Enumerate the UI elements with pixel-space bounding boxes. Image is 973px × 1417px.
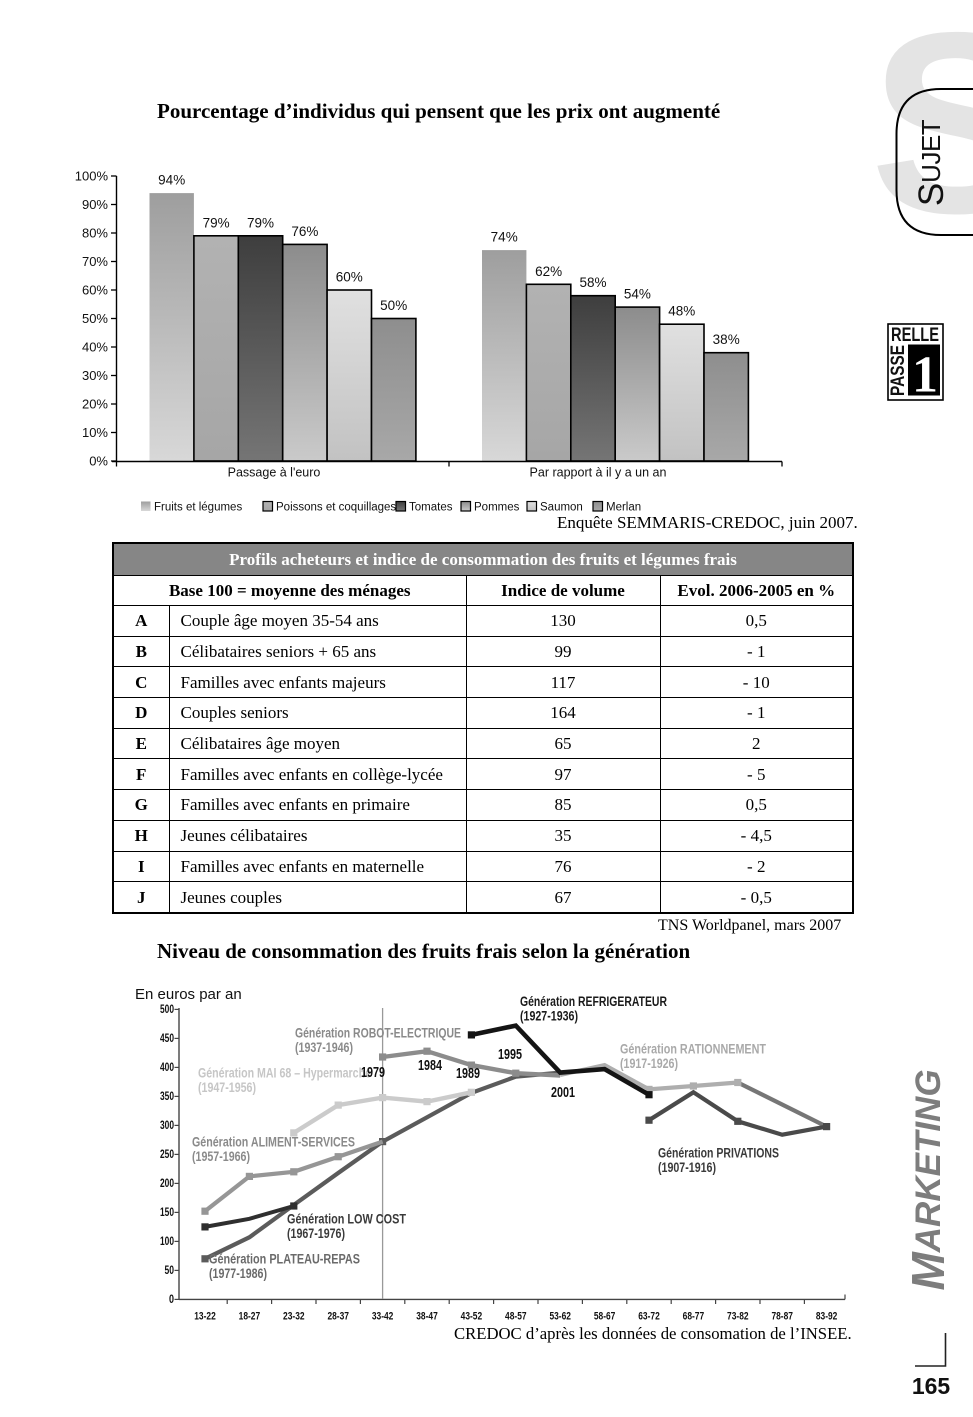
svg-text:Tomates: Tomates xyxy=(409,502,453,514)
svg-text:(1977-1986): (1977-1986) xyxy=(209,1266,267,1281)
svg-text:60%: 60% xyxy=(82,283,108,298)
svg-text:10%: 10% xyxy=(82,425,108,440)
svg-text:50%: 50% xyxy=(380,298,407,313)
svg-text:0%: 0% xyxy=(89,454,108,469)
svg-text:Passage à l'euro: Passage à l'euro xyxy=(228,466,321,480)
svg-text:90%: 90% xyxy=(82,197,108,212)
svg-text:Génération MAI 68 – Hypermarc: Génération MAI 68 – Hypermarché xyxy=(198,1066,371,1081)
svg-text:150: 150 xyxy=(160,1207,174,1219)
svg-text:500: 500 xyxy=(160,1004,174,1016)
svg-text:28-37: 28-37 xyxy=(327,1311,349,1323)
svg-text:78-87: 78-87 xyxy=(771,1311,793,1323)
svg-text:165: 165 xyxy=(912,1373,951,1399)
svg-text:1989: 1989 xyxy=(456,1066,480,1082)
svg-text:100: 100 xyxy=(160,1236,174,1248)
svg-text:350: 350 xyxy=(160,1091,174,1103)
svg-text:1979: 1979 xyxy=(361,1065,385,1081)
svg-text:Par rapport à il y a un an: Par rapport à il y a un an xyxy=(530,466,667,480)
svg-text:Génération PRIVATIONS: Génération PRIVATIONS xyxy=(658,1146,779,1161)
svg-text:58%: 58% xyxy=(579,275,606,290)
svg-text:Merlan: Merlan xyxy=(606,502,641,514)
svg-text:80%: 80% xyxy=(82,226,108,241)
svg-text:1995: 1995 xyxy=(498,1047,522,1063)
svg-text:S: S xyxy=(870,0,973,267)
svg-text:(1907-1916): (1907-1916) xyxy=(658,1160,716,1175)
svg-text:Fruits et légumes: Fruits et légumes xyxy=(154,502,242,514)
svg-text:48%: 48% xyxy=(668,304,695,319)
svg-text:94%: 94% xyxy=(158,173,185,188)
svg-text:18-27: 18-27 xyxy=(239,1311,261,1323)
svg-text:76%: 76% xyxy=(291,224,318,239)
svg-text:Génération RATIONNEMENT: Génération RATIONNEMENT xyxy=(620,1042,767,1057)
svg-text:68-77: 68-77 xyxy=(683,1311,705,1323)
svg-text:23-32: 23-32 xyxy=(283,1311,305,1323)
svg-text:43-52: 43-52 xyxy=(461,1311,483,1323)
svg-text:(1957-1966): (1957-1966) xyxy=(192,1149,250,1164)
svg-text:Pommes: Pommes xyxy=(474,502,520,514)
svg-text:70%: 70% xyxy=(82,254,108,269)
svg-text:38-47: 38-47 xyxy=(416,1311,438,1323)
svg-text:RELLE: RELLE xyxy=(891,325,939,346)
svg-text:400: 400 xyxy=(160,1062,174,1074)
svg-text:13-22: 13-22 xyxy=(194,1311,216,1323)
svg-text:(1967-1976): (1967-1976) xyxy=(287,1226,345,1241)
svg-text:54%: 54% xyxy=(624,287,651,302)
svg-text:200: 200 xyxy=(160,1178,174,1190)
svg-text:20%: 20% xyxy=(82,397,108,412)
svg-text:40%: 40% xyxy=(82,340,108,355)
svg-text:MARKETING: MARKETING xyxy=(902,1069,954,1290)
svg-text:(1947-1956): (1947-1956) xyxy=(198,1080,256,1095)
svg-text:450: 450 xyxy=(160,1033,174,1045)
svg-text:(1917-1926): (1917-1926) xyxy=(620,1056,678,1071)
svg-text:83-92: 83-92 xyxy=(816,1311,838,1323)
svg-text:(1937-1946): (1937-1946) xyxy=(295,1040,353,1055)
svg-text:38%: 38% xyxy=(713,332,740,347)
svg-text:Saumon: Saumon xyxy=(540,502,583,514)
svg-text:79%: 79% xyxy=(247,215,274,230)
svg-text:Génération REFRIGERATEUR: Génération REFRIGERATEUR xyxy=(520,994,667,1009)
svg-text:74%: 74% xyxy=(491,230,518,245)
svg-text:30%: 30% xyxy=(82,368,108,383)
svg-text:62%: 62% xyxy=(535,264,562,279)
svg-text:50%: 50% xyxy=(82,311,108,326)
svg-text:Génération LOW COST: Génération LOW COST xyxy=(287,1212,407,1227)
svg-text:Génération ROBOT-ELECTRIQUE: Génération ROBOT-ELECTRIQUE xyxy=(295,1026,461,1041)
svg-text:En euros par an: En euros par an xyxy=(135,986,242,1003)
svg-text:63-72: 63-72 xyxy=(638,1311,660,1323)
svg-text:Poissons et coquillages: Poissons et coquillages xyxy=(276,502,396,514)
svg-text:79%: 79% xyxy=(203,215,230,230)
svg-text:50: 50 xyxy=(165,1265,175,1277)
svg-text:1984: 1984 xyxy=(418,1058,442,1074)
svg-text:33-42: 33-42 xyxy=(372,1311,394,1323)
svg-text:100%: 100% xyxy=(75,169,109,184)
svg-text:1: 1 xyxy=(912,347,938,404)
svg-text:Génération PLATEAU-REPAS: Génération PLATEAU-REPAS xyxy=(209,1252,360,1267)
svg-text:(1927-1936): (1927-1936) xyxy=(520,1009,578,1024)
svg-text:2001: 2001 xyxy=(551,1085,575,1101)
svg-text:PASSE: PASSE xyxy=(888,345,909,396)
svg-text:60%: 60% xyxy=(336,270,363,285)
svg-text:0: 0 xyxy=(169,1294,174,1306)
svg-text:58-67: 58-67 xyxy=(594,1311,616,1323)
svg-text:48-57: 48-57 xyxy=(505,1311,527,1323)
svg-text:53-62: 53-62 xyxy=(549,1311,571,1323)
svg-text:SUJET: SUJET xyxy=(912,119,951,206)
svg-text:250: 250 xyxy=(160,1149,174,1161)
svg-text:73-82: 73-82 xyxy=(727,1311,749,1323)
svg-text:300: 300 xyxy=(160,1120,174,1132)
svg-text:Génération ALIMENT-SERVICES: Génération ALIMENT-SERVICES xyxy=(192,1135,355,1150)
